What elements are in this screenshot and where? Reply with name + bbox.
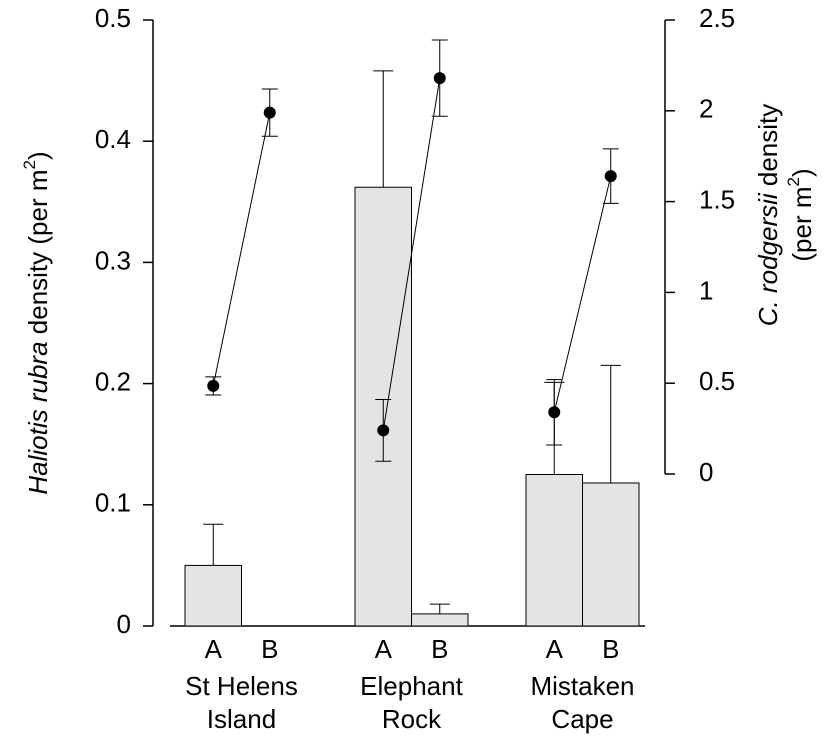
y-tick-label: 0.4 xyxy=(95,124,131,154)
bar xyxy=(582,482,640,627)
x-tick-label: A xyxy=(375,634,393,664)
bar xyxy=(184,564,242,627)
point xyxy=(548,406,561,419)
y2-tick-label: 1 xyxy=(699,275,713,305)
y-label-sup: 2 xyxy=(20,160,39,169)
y-tick-label: 0.3 xyxy=(95,245,131,275)
y-tick-label: 0.1 xyxy=(95,488,131,518)
line xyxy=(553,176,612,413)
y2-label-text: ) xyxy=(787,168,817,177)
y2-label-italic: C. rodgersii xyxy=(753,192,783,326)
group-label: Island xyxy=(207,704,276,734)
y2-axis-label: (per m2) xyxy=(784,168,817,261)
group-label: Mistaken xyxy=(530,671,634,701)
group-label: St Helens xyxy=(185,671,298,701)
y2-axis-label: C. rodgersii density xyxy=(753,104,783,327)
group-label: Elephant xyxy=(360,671,463,701)
y2-label-text: density xyxy=(753,104,783,194)
y2-label-text: (per m xyxy=(787,187,817,262)
point xyxy=(433,72,446,85)
x-tick-label: A xyxy=(205,634,223,664)
y2-tick-label: 2.5 xyxy=(699,3,735,33)
point xyxy=(604,170,617,183)
x-tick-label: B xyxy=(431,634,448,664)
line xyxy=(212,112,271,387)
y2-tick-label: 2 xyxy=(699,94,713,124)
y-tick-label: 0.5 xyxy=(95,3,131,33)
y2-tick-label: 0.5 xyxy=(699,366,735,396)
line xyxy=(382,78,441,431)
bar xyxy=(411,613,469,627)
group-label: Rock xyxy=(382,704,442,734)
y2-tick-label: 0 xyxy=(699,457,713,487)
y-tick-label: 0.2 xyxy=(95,366,131,396)
y-label-italic: Haliotis rubra xyxy=(23,341,53,494)
point xyxy=(263,106,276,119)
point xyxy=(377,424,390,437)
y-label-text: density (per m xyxy=(23,170,53,342)
y-axis-label: Haliotis rubra density (per m2) xyxy=(20,151,53,494)
point xyxy=(207,379,220,392)
y2-label-sup: 2 xyxy=(784,177,803,186)
y-tick-label: 0 xyxy=(117,609,131,639)
y-label-text: ) xyxy=(23,151,53,160)
x-tick-label: A xyxy=(546,634,564,664)
group-label: Cape xyxy=(551,704,613,734)
x-tick-label: B xyxy=(602,634,619,664)
bar xyxy=(525,474,583,627)
y2-tick-label: 1.5 xyxy=(699,184,735,214)
x-tick-label: B xyxy=(261,634,278,664)
